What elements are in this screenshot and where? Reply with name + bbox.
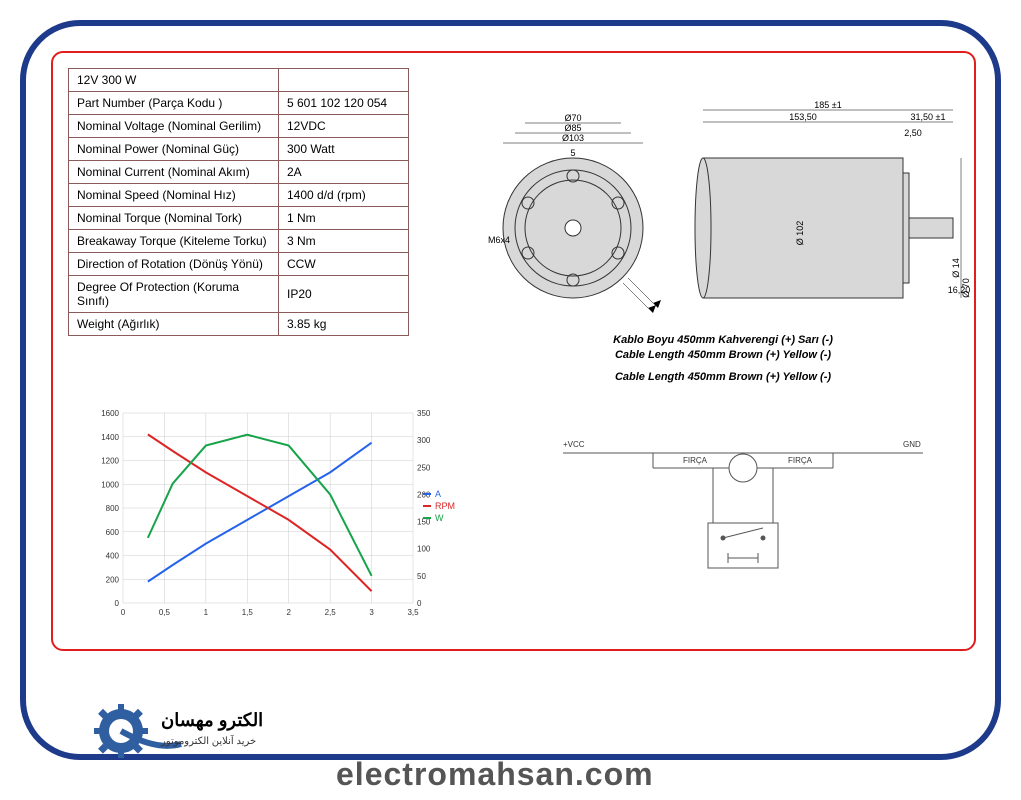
svg-text:1400: 1400 <box>101 433 119 442</box>
svg-text:153,50: 153,50 <box>789 112 817 122</box>
watermark: electromahsan.com <box>336 756 654 793</box>
svg-text:350: 350 <box>417 409 431 418</box>
svg-text:300: 300 <box>417 436 431 445</box>
motor-front-view: Ø103 Ø85 Ø70 5 M6x4 <box>483 98 663 328</box>
svg-text:600: 600 <box>106 528 120 537</box>
table-row: Nominal Torque (Nominal Tork)1 Nm <box>69 207 409 230</box>
svg-text:400: 400 <box>106 552 120 561</box>
table-row: 12V 300 W <box>69 69 409 92</box>
table-row: Nominal Power (Nominal Güç)300 Watt <box>69 138 409 161</box>
svg-text:RPM: RPM <box>435 501 455 511</box>
table-row: Nominal Voltage (Nominal Gerilim)12VDC <box>69 115 409 138</box>
spec-table: 12V 300 W Part Number (Parça Kodu )5 601… <box>68 68 409 336</box>
svg-text:16,20: 16,20 <box>948 285 971 295</box>
svg-text:1600: 1600 <box>101 409 119 418</box>
svg-text:3: 3 <box>369 608 374 617</box>
technical-drawing: Ø103 Ø85 Ø70 5 M6x4 185 ±1 153,50 31,50 … <box>453 68 963 328</box>
motor-side-view: 185 ±1 153,50 31,50 ±1 2,50 Ø 70 Ø 14 <box>673 98 973 328</box>
svg-text:FIRÇA: FIRÇA <box>788 456 813 465</box>
svg-text:0,5: 0,5 <box>159 608 171 617</box>
svg-text:W: W <box>435 513 444 523</box>
svg-text:M6x4: M6x4 <box>488 235 510 245</box>
table-row: Nominal Current (Nominal Akım)2A <box>69 161 409 184</box>
spec-header-left: 12V 300 W <box>69 69 279 92</box>
svg-text:الکترو مهسان: الکترو مهسان <box>161 710 263 731</box>
svg-text:250: 250 <box>417 463 431 472</box>
svg-text:185 ±1: 185 ±1 <box>814 100 841 110</box>
svg-text:Ø103: Ø103 <box>562 133 584 143</box>
svg-text:1200: 1200 <box>101 457 119 466</box>
svg-text:Ø 102: Ø 102 <box>795 221 805 246</box>
svg-text:3,5: 3,5 <box>407 608 419 617</box>
datasheet-frame: 12V 300 W Part Number (Parça Kodu )5 601… <box>51 51 976 651</box>
svg-text:100: 100 <box>417 545 431 554</box>
svg-text:2,5: 2,5 <box>325 608 337 617</box>
svg-text:+VCC: +VCC <box>563 440 585 449</box>
svg-text:5: 5 <box>570 148 575 158</box>
svg-text:1,5: 1,5 <box>242 608 254 617</box>
svg-text:200: 200 <box>106 575 120 584</box>
svg-text:FIRÇA: FIRÇA <box>683 456 708 465</box>
table-row: Degree Of Protection (Koruma Sınıfı)IP20 <box>69 276 409 313</box>
svg-text:Ø70: Ø70 <box>564 113 581 123</box>
svg-text:0: 0 <box>417 599 422 608</box>
svg-text:1: 1 <box>204 608 209 617</box>
cable-caption: Kablo Boyu 450mm Kahverengi (+) Sarı (-)… <box>483 333 963 385</box>
brand-logo: الکترو مهسان خرید آنلاین الکتروموتور <box>86 696 286 766</box>
svg-text:31,50 ±1: 31,50 ±1 <box>911 112 946 122</box>
svg-text:50: 50 <box>417 572 426 581</box>
svg-text:A: A <box>435 489 441 499</box>
svg-text:GND: GND <box>903 440 921 449</box>
table-row: Nominal Speed (Nominal Hız)1400 d/d (rpm… <box>69 184 409 207</box>
table-row: Weight (Ağırlık)3.85 kg <box>69 313 409 336</box>
spec-header-right <box>279 69 409 92</box>
outer-frame: 12V 300 W Part Number (Parça Kodu )5 601… <box>20 20 1001 760</box>
svg-text:1000: 1000 <box>101 480 119 489</box>
svg-text:2: 2 <box>286 608 291 617</box>
table-row: Direction of Rotation (Dönüş Yönü)CCW <box>69 253 409 276</box>
svg-text:0: 0 <box>115 599 120 608</box>
svg-text:0: 0 <box>121 608 126 617</box>
svg-text:Ø85: Ø85 <box>564 123 581 133</box>
table-row: Breakaway Torque (Kiteleme Torku)3 Nm <box>69 230 409 253</box>
svg-text:Ø 14: Ø 14 <box>951 258 961 278</box>
performance-chart: 02004006008001000120014001600 0501001502… <box>83 393 503 633</box>
svg-text:800: 800 <box>106 504 120 513</box>
svg-text:خرید آنلاین الکتروموتور: خرید آنلاین الکتروموتور <box>160 734 256 747</box>
table-row: Part Number (Parça Kodu )5 601 102 120 0… <box>69 92 409 115</box>
svg-text:2,50: 2,50 <box>904 128 922 138</box>
circuit-diagram: +VCC GND FIRÇA FIRÇA <box>533 413 953 613</box>
